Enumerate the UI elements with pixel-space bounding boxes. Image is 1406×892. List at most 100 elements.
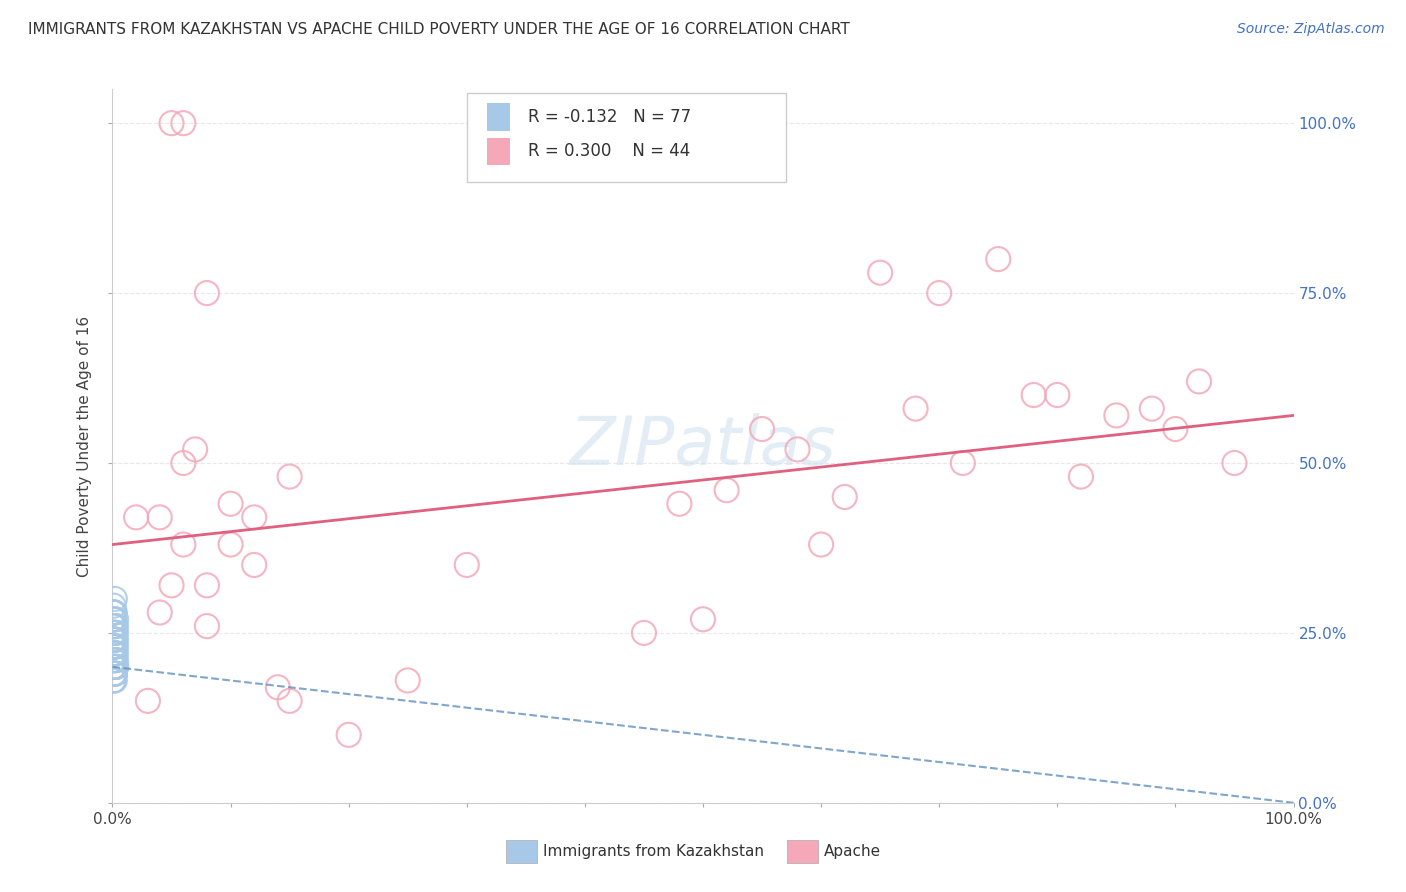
Point [692, 612, 714, 626]
Y-axis label: Child Poverty Under the Age of 16: Child Poverty Under the Age of 16 [77, 316, 93, 576]
Point [716, 483, 738, 498]
Text: ZIPatlas: ZIPatlas [569, 413, 837, 479]
Point [103, 640, 125, 654]
Point [103, 599, 125, 613]
Point [104, 591, 127, 606]
Point [952, 456, 974, 470]
Point [103, 606, 125, 620]
Point [103, 666, 125, 681]
Point [103, 632, 125, 647]
Point [1022, 388, 1045, 402]
Point [456, 558, 478, 572]
Point [104, 666, 127, 681]
Point [184, 442, 207, 457]
Point [834, 490, 856, 504]
Point [103, 606, 125, 620]
Point [103, 606, 125, 620]
Point [104, 626, 127, 640]
Point [103, 660, 125, 674]
Point [103, 646, 125, 660]
Point [195, 286, 218, 301]
Point [103, 612, 125, 626]
Point [104, 653, 127, 667]
Point [810, 537, 832, 551]
Point [104, 640, 127, 654]
Point [219, 497, 242, 511]
Point [103, 640, 125, 654]
Point [103, 619, 125, 633]
Point [104, 640, 127, 654]
Point [1164, 422, 1187, 436]
Point [104, 619, 127, 633]
Point [105, 619, 128, 633]
Point [928, 286, 950, 301]
Point [104, 660, 127, 674]
Text: Apache: Apache [824, 845, 882, 859]
Point [103, 646, 125, 660]
Point [172, 537, 194, 551]
Point [904, 401, 927, 416]
Point [786, 442, 808, 457]
Point [103, 626, 125, 640]
Point [104, 646, 127, 660]
Point [987, 252, 1010, 266]
Point [103, 612, 125, 626]
Point [104, 626, 127, 640]
Point [104, 626, 127, 640]
Point [172, 456, 194, 470]
Point [668, 497, 690, 511]
Point [104, 640, 127, 654]
Point [104, 640, 127, 654]
FancyBboxPatch shape [486, 137, 510, 165]
Point [104, 646, 127, 660]
Point [105, 632, 128, 647]
Text: R = 0.300    N = 44: R = 0.300 N = 44 [529, 143, 690, 161]
Point [104, 660, 127, 674]
Point [105, 660, 128, 674]
Point [104, 646, 127, 660]
Point [633, 626, 655, 640]
Point [160, 116, 183, 130]
Point [1105, 409, 1128, 423]
Point [195, 578, 218, 592]
Point [103, 673, 125, 688]
Point [105, 660, 128, 674]
Point [104, 640, 127, 654]
Point [103, 619, 125, 633]
Point [103, 612, 125, 626]
Point [267, 680, 290, 694]
Point [103, 632, 125, 647]
Point [219, 537, 242, 551]
Point [104, 646, 127, 660]
Point [105, 612, 128, 626]
Point [103, 606, 125, 620]
Point [105, 626, 128, 640]
Point [104, 666, 127, 681]
Text: Source: ZipAtlas.com: Source: ZipAtlas.com [1237, 22, 1385, 37]
Point [104, 646, 127, 660]
Text: R = -0.132   N = 77: R = -0.132 N = 77 [529, 108, 692, 126]
Point [243, 510, 266, 524]
Point [104, 673, 127, 688]
Point [103, 626, 125, 640]
Point [103, 619, 125, 633]
Point [869, 266, 891, 280]
Point [104, 653, 127, 667]
Text: Immigrants from Kazakhstan: Immigrants from Kazakhstan [543, 845, 763, 859]
Point [104, 632, 127, 647]
Point [751, 422, 773, 436]
Point [149, 606, 172, 620]
Point [103, 626, 125, 640]
Point [1223, 456, 1246, 470]
Point [103, 606, 125, 620]
Point [103, 640, 125, 654]
Point [103, 632, 125, 647]
Point [243, 558, 266, 572]
Point [1188, 375, 1211, 389]
Point [105, 653, 128, 667]
Point [105, 640, 128, 654]
Point [103, 673, 125, 688]
Point [103, 632, 125, 647]
Text: IMMIGRANTS FROM KAZAKHSTAN VS APACHE CHILD POVERTY UNDER THE AGE OF 16 CORRELATI: IMMIGRANTS FROM KAZAKHSTAN VS APACHE CHI… [28, 22, 849, 37]
Point [103, 653, 125, 667]
